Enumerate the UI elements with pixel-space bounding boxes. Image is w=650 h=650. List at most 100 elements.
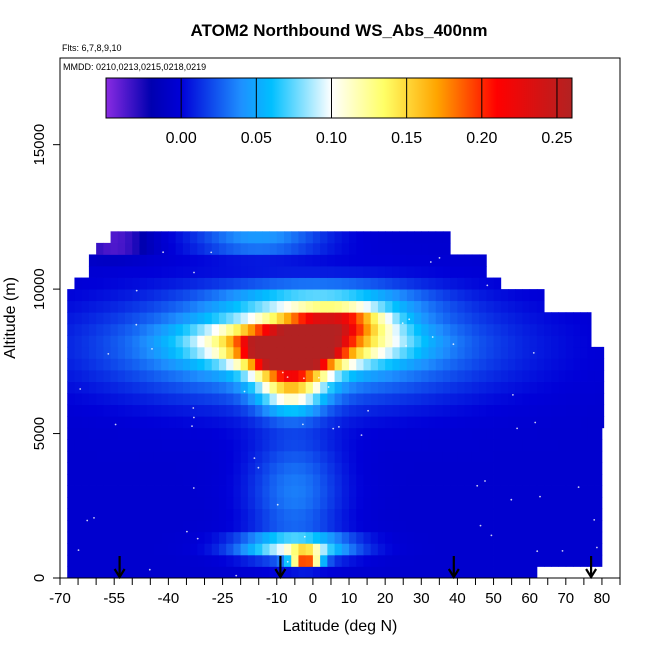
heatmap-cell (284, 335, 292, 348)
heatmap-cell (218, 450, 227, 463)
sample-dot (596, 546, 598, 549)
heatmap-cell (88, 474, 97, 486)
heatmap-cell (74, 485, 83, 498)
heatmap-cell (298, 462, 307, 475)
heatmap-cell (161, 312, 169, 325)
heatmap-cell (312, 508, 321, 521)
heatmap-cell (399, 370, 408, 382)
heatmap-cell (161, 520, 169, 533)
heatmap-cell (370, 300, 379, 313)
heatmap-cell (580, 404, 588, 417)
heatmap-cell (211, 358, 220, 371)
heatmap-cell (269, 416, 278, 429)
heatmap-cell (406, 520, 415, 533)
heatmap-cell (508, 312, 516, 325)
heatmap-cell (406, 427, 415, 440)
heatmap-cell (399, 508, 408, 521)
heatmap-cell (356, 312, 364, 325)
heatmap-cell (529, 370, 538, 382)
heatmap-cell (190, 520, 198, 533)
heatmap-cell (341, 358, 350, 371)
heatmap-cell (110, 462, 119, 475)
heatmap-cell (211, 381, 220, 394)
heatmap-cell (544, 370, 552, 382)
x-tick-label: 30 (413, 590, 430, 607)
heatmap-cell (146, 554, 155, 567)
heatmap-cell (96, 335, 104, 348)
heatmap-cell (269, 497, 278, 510)
heatmap-cell (341, 554, 350, 567)
heatmap-cell (153, 277, 162, 290)
heatmap-cell (385, 289, 393, 302)
heatmap-cell (125, 531, 133, 544)
heatmap-cell (276, 370, 285, 382)
heatmap-cell (103, 300, 111, 313)
heatmap-cell (103, 531, 111, 544)
heatmap-cell (421, 450, 429, 463)
heatmap-cell (96, 531, 104, 544)
heatmap-cell (204, 254, 213, 267)
heatmap-cell (247, 358, 256, 371)
heatmap-cell (580, 393, 588, 406)
heatmap-cell (500, 566, 509, 578)
heatmap-cell (320, 450, 328, 463)
heatmap-cell (153, 254, 162, 267)
heatmap-cell (175, 358, 184, 371)
heatmap-cell (327, 335, 335, 348)
heatmap-cell (269, 450, 278, 463)
heatmap-cell (435, 462, 444, 475)
heatmap-cell (428, 323, 437, 336)
heatmap-cell (356, 508, 364, 521)
heatmap-cell (363, 439, 372, 452)
heatmap-cell (392, 277, 401, 290)
heatmap-cell (479, 462, 487, 475)
heatmap-cell (168, 416, 177, 429)
heatmap-cell (291, 543, 299, 556)
heatmap-cell (182, 277, 191, 290)
heatmap-cell (81, 427, 90, 440)
heatmap-cell (399, 566, 408, 578)
heatmap-cell (103, 439, 111, 452)
heatmap-cell (218, 254, 227, 267)
heatmap-cell (161, 554, 169, 567)
heatmap-cell (168, 393, 177, 406)
heatmap-cell (247, 404, 256, 417)
heatmap-cell (312, 277, 321, 290)
heatmap-cell (226, 266, 234, 278)
heatmap-cell (522, 370, 531, 382)
sample-dot (479, 524, 482, 527)
heatmap-cell (284, 531, 292, 544)
heatmap-cell (226, 300, 234, 313)
heatmap-cell (414, 393, 422, 406)
heatmap-cell (269, 335, 278, 348)
heatmap-cell (406, 346, 415, 359)
heatmap-cell (327, 231, 335, 244)
heatmap-cell (88, 370, 97, 382)
heatmap-cell (132, 416, 140, 429)
heatmap-cell (349, 242, 357, 255)
heatmap-cell (565, 485, 574, 498)
heatmap-cell (370, 508, 379, 521)
heatmap-cell (276, 381, 285, 394)
heatmap-cell (74, 358, 83, 371)
heatmap-cell (442, 485, 451, 498)
heatmap-cell (421, 289, 429, 302)
heatmap-cell (428, 566, 437, 578)
heatmap-cell (356, 416, 364, 429)
heatmap-cell (269, 346, 278, 359)
heatmap-cell (226, 416, 234, 429)
heatmap-cell (551, 370, 559, 382)
heatmap-cell (117, 254, 126, 267)
heatmap-cell (428, 242, 437, 255)
heatmap-cell (197, 370, 205, 382)
heatmap-cell (471, 474, 480, 486)
heatmap-cell (457, 474, 466, 486)
heatmap-cell (168, 381, 177, 394)
heatmap-cell (493, 323, 502, 336)
heatmap-cell (399, 289, 408, 302)
heatmap-cell (565, 370, 574, 382)
heatmap-cell (161, 254, 169, 267)
heatmap-cell (356, 427, 364, 440)
heatmap-cell (363, 497, 372, 510)
heatmap-cell (298, 520, 307, 533)
